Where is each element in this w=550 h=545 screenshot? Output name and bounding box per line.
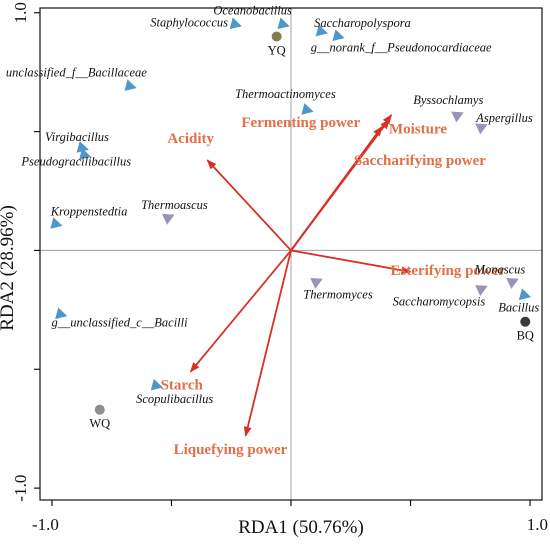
species-marker <box>315 24 328 37</box>
species-marker <box>310 278 323 289</box>
species-label: Thermoascus <box>141 198 208 212</box>
species-marker <box>518 288 532 301</box>
sample-label: BQ <box>517 329 534 343</box>
env-arrow <box>290 126 383 251</box>
species-label: Oceanobacillus <box>213 4 292 18</box>
sample-point <box>271 31 282 42</box>
species-label: Aspergillus <box>475 111 533 125</box>
y-tick-label: 1.0 <box>11 2 30 23</box>
species-label: g__norank_f__Pseudonocardiaceae <box>311 41 492 55</box>
sample-point <box>94 404 105 415</box>
species-marker <box>475 285 488 297</box>
species-marker <box>277 17 290 30</box>
species-label: g__unclassified_c__Bacilli <box>52 316 189 330</box>
species-marker <box>150 378 163 391</box>
species-marker <box>55 307 68 320</box>
species-label: Thermomyces <box>303 287 373 301</box>
x-axis-title: RDA1 (50.76%) <box>238 517 364 538</box>
y-axis-title: RDA2 (28.96%) <box>0 205 18 331</box>
env-label: Fermenting power <box>241 115 360 131</box>
species-label: Thermoactinomyces <box>235 87 336 101</box>
sample-label: YQ <box>268 44 286 58</box>
env-label: Starch <box>161 378 204 394</box>
species-marker <box>475 123 488 135</box>
species-label: Saccharopolyspora <box>314 16 411 30</box>
x-tick-label: -1.0 <box>32 515 59 534</box>
species-label: Staphylococcus <box>150 16 228 30</box>
species-label: Kroppenstedtia <box>50 204 128 218</box>
species-label: Virgibacillus <box>45 130 109 144</box>
species-marker <box>162 213 175 225</box>
species-label: Saccharomycopsis <box>393 294 486 308</box>
species-label: Scopulibacillus <box>136 392 213 406</box>
species-marker <box>301 103 314 115</box>
species-marker <box>79 148 92 160</box>
y-tick-label: -1.0 <box>11 475 30 502</box>
env-arrow <box>290 249 412 275</box>
x-tick-label: 1.0 <box>527 515 548 534</box>
species-marker <box>332 29 345 42</box>
sample-label: WQ <box>89 417 110 431</box>
env-arrow <box>243 250 292 437</box>
species-label: Pseudogracilibacillus <box>20 154 131 168</box>
species-marker <box>506 278 519 289</box>
env-arrow <box>206 159 292 252</box>
env-label: Saccharifying power <box>354 153 486 169</box>
species-label: Monascus <box>474 262 526 276</box>
species-label: unclassified_f__Bacillaceae <box>6 65 147 79</box>
env-label: Liquefying power <box>174 442 288 458</box>
env-label: Esterifying power <box>391 263 506 279</box>
sample-point <box>520 316 531 327</box>
species-marker <box>229 17 242 30</box>
env-label: Moisture <box>389 122 447 138</box>
species-marker <box>76 141 89 153</box>
species-marker <box>124 79 137 91</box>
species-marker <box>50 217 63 229</box>
env-label: Acidity <box>167 131 214 147</box>
species-label: Byssochlamys <box>413 93 483 107</box>
species-marker <box>451 111 464 123</box>
env-arrow <box>189 249 292 373</box>
species-label: Bacillus <box>498 301 539 315</box>
